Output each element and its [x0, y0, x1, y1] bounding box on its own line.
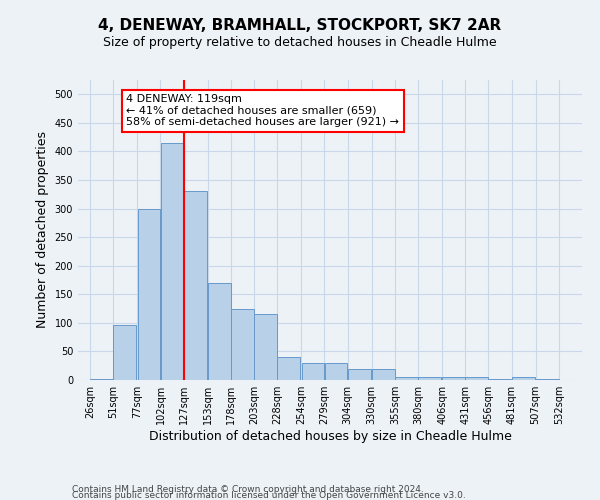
Text: Contains HM Land Registry data © Crown copyright and database right 2024.: Contains HM Land Registry data © Crown c… — [72, 484, 424, 494]
Bar — [466, 377, 488, 380]
Bar — [161, 143, 184, 380]
Bar — [254, 314, 277, 380]
Bar — [113, 324, 136, 380]
Bar — [277, 357, 300, 380]
Bar — [536, 379, 559, 380]
Bar — [442, 377, 465, 380]
Bar — [372, 368, 395, 380]
Bar — [137, 208, 160, 380]
Bar — [512, 377, 535, 380]
Bar — [488, 379, 511, 380]
Bar — [184, 192, 206, 380]
Bar — [90, 379, 113, 380]
X-axis label: Distribution of detached houses by size in Cheadle Hulme: Distribution of detached houses by size … — [149, 430, 511, 443]
Bar — [348, 368, 371, 380]
Text: 4 DENEWAY: 119sqm
← 41% of detached houses are smaller (659)
58% of semi-detache: 4 DENEWAY: 119sqm ← 41% of detached hous… — [126, 94, 399, 128]
Bar — [208, 283, 230, 380]
Bar — [395, 377, 418, 380]
Text: Size of property relative to detached houses in Cheadle Hulme: Size of property relative to detached ho… — [103, 36, 497, 49]
Text: 4, DENEWAY, BRAMHALL, STOCKPORT, SK7 2AR: 4, DENEWAY, BRAMHALL, STOCKPORT, SK7 2AR — [98, 18, 502, 32]
Bar — [325, 363, 347, 380]
Bar — [231, 308, 254, 380]
Bar — [418, 377, 441, 380]
Y-axis label: Number of detached properties: Number of detached properties — [36, 132, 49, 328]
Bar — [302, 363, 324, 380]
Text: Contains public sector information licensed under the Open Government Licence v3: Contains public sector information licen… — [72, 491, 466, 500]
